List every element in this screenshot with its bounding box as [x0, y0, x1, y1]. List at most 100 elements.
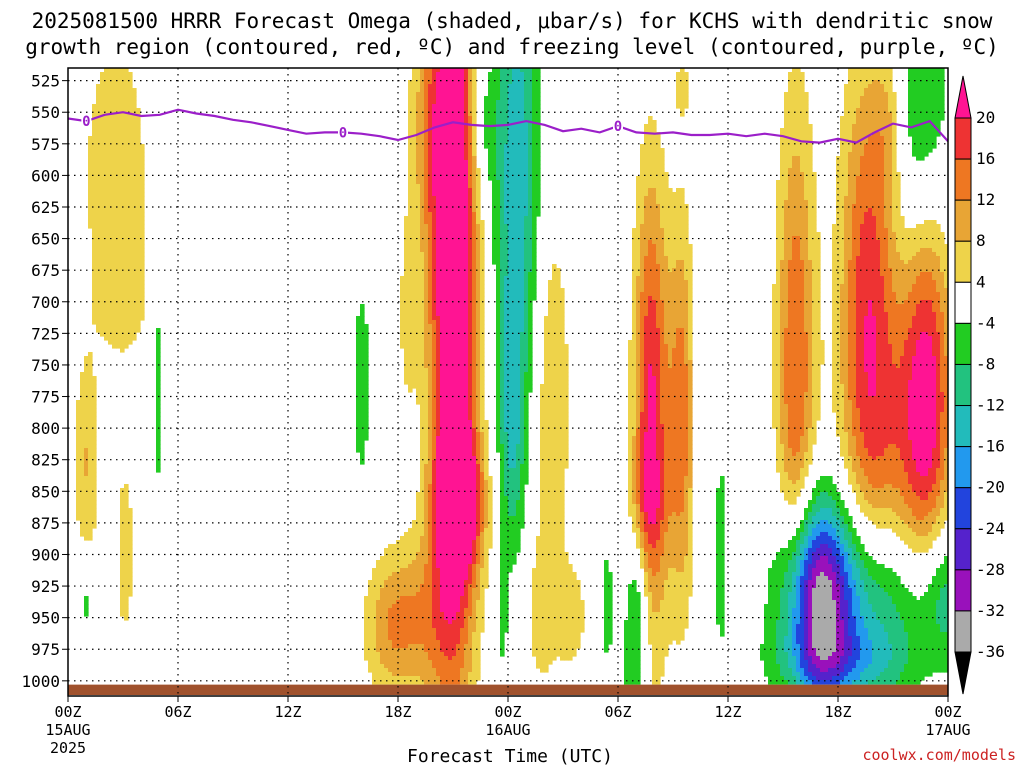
- omega-cell: [448, 112, 453, 117]
- omega-cell: [132, 224, 137, 229]
- omega-cell: [360, 328, 365, 333]
- omega-cell: [136, 200, 141, 205]
- omega-cell: [480, 344, 485, 349]
- omega-cell: [128, 244, 133, 249]
- omega-cell: [412, 620, 417, 625]
- omega-cell: [460, 288, 465, 293]
- omega-cell: [120, 304, 125, 309]
- omega-cell: [408, 652, 413, 657]
- omega-cell: [476, 176, 481, 181]
- omega-cell: [140, 144, 145, 149]
- omega-cell: [128, 80, 133, 85]
- omega-cell: [424, 592, 429, 597]
- omega-cell: [460, 196, 465, 201]
- omega-cell: [416, 116, 421, 121]
- omega-cell: [104, 288, 109, 293]
- omega-cell: [120, 588, 125, 593]
- omega-cell: [456, 200, 461, 205]
- omega-cell: [416, 304, 421, 309]
- omega-cell: [452, 456, 457, 461]
- omega-cell: [472, 408, 477, 413]
- omega-cell: [436, 92, 441, 97]
- omega-cell: [440, 216, 445, 221]
- omega-cell: [360, 456, 365, 461]
- omega-cell: [420, 128, 425, 133]
- omega-cell: [412, 656, 417, 661]
- omega-cell: [468, 132, 473, 137]
- omega-cell: [412, 528, 417, 533]
- omega-cell: [444, 152, 449, 157]
- omega-cell: [132, 148, 137, 153]
- omega-cell: [376, 600, 381, 605]
- omega-cell: [456, 516, 461, 521]
- omega-cell: [92, 124, 97, 129]
- omega-cell: [120, 132, 125, 137]
- omega-cell: [472, 480, 477, 485]
- omega-cell: [96, 164, 101, 169]
- omega-cell: [464, 356, 469, 361]
- omega-cell: [104, 92, 109, 97]
- omega-cell: [508, 92, 513, 97]
- omega-cell: [428, 528, 433, 533]
- omega-cell: [472, 644, 477, 649]
- omega-cell: [472, 580, 477, 585]
- omega-cell: [444, 608, 449, 613]
- omega-cell: [116, 160, 121, 165]
- omega-cell: [412, 104, 417, 109]
- omega-cell: [408, 640, 413, 645]
- omega-cell: [444, 292, 449, 297]
- omega-cell: [424, 252, 429, 257]
- omega-cell: [420, 120, 425, 125]
- omega-cell: [380, 628, 385, 633]
- omega-cell: [460, 348, 465, 353]
- omega-cell: [452, 208, 457, 213]
- omega-cell: [140, 188, 145, 193]
- omega-cell: [424, 576, 429, 581]
- omega-cell: [460, 404, 465, 409]
- omega-cell: [472, 452, 477, 457]
- omega-cell: [124, 168, 129, 173]
- omega-cell: [104, 300, 109, 305]
- omega-cell: [496, 308, 501, 313]
- omega-cell: [120, 196, 125, 201]
- omega-cell: [432, 560, 437, 565]
- omega-cell: [448, 104, 453, 109]
- omega-cell: [420, 404, 425, 409]
- omega-cell: [412, 604, 417, 609]
- omega-cell: [412, 532, 417, 537]
- omega-cell: [80, 436, 85, 441]
- omega-cell: [88, 368, 93, 373]
- omega-cell: [156, 404, 161, 409]
- omega-cell: [92, 484, 97, 489]
- omega-cell: [436, 564, 441, 569]
- omega-cell: [140, 200, 145, 205]
- omega-cell: [444, 80, 449, 85]
- omega-cell: [492, 212, 497, 217]
- omega-cell: [476, 404, 481, 409]
- omega-cell: [412, 284, 417, 289]
- omega-cell: [436, 76, 441, 81]
- omega-cell: [456, 644, 461, 649]
- omega-cell: [404, 272, 409, 277]
- omega-cell: [448, 292, 453, 297]
- omega-cell: [496, 416, 501, 421]
- omega-cell: [360, 428, 365, 433]
- omega-cell: [408, 340, 413, 345]
- omega-cell: [456, 648, 461, 653]
- omega-cell: [108, 284, 113, 289]
- omega-cell: [84, 432, 89, 437]
- omega-cell: [364, 648, 369, 653]
- omega-cell: [432, 188, 437, 193]
- omega-cell: [476, 408, 481, 413]
- omega-cell: [92, 488, 97, 493]
- omega-cell: [476, 560, 481, 565]
- omega-cell: [416, 624, 421, 629]
- omega-cell: [448, 332, 453, 337]
- omega-cell: [468, 296, 473, 301]
- omega-cell: [452, 616, 457, 621]
- omega-cell: [504, 204, 509, 209]
- omega-cell: [376, 624, 381, 629]
- omega-cell: [376, 608, 381, 613]
- omega-cell: [412, 672, 417, 677]
- omega-cell: [100, 300, 105, 305]
